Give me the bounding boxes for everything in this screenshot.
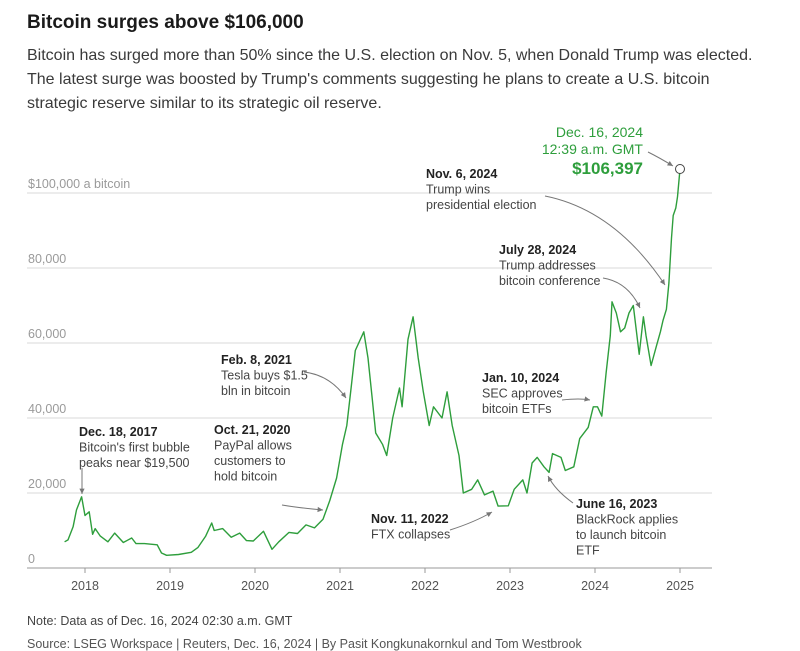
x-tick-label: 2020 [241,579,269,593]
annotation-peak-value: $106,397 [572,159,643,178]
y-tick-label: 60,000 [28,327,66,341]
price-series [64,164,685,556]
annotation-text: Trump addresses [499,259,596,273]
annotation-text: FTX collapses [371,528,450,542]
x-tick-label: 2022 [411,579,439,593]
annotation-text: peaks near $19,500 [79,456,190,470]
annotation-text: SEC approves [482,387,563,401]
annotation-text: Bitcoin's first bubble [79,441,190,455]
y-tick-label: 20,000 [28,477,66,491]
annotation-text: Tesla buys $1.5 [221,369,308,383]
y-tick-label: 80,000 [28,252,66,266]
annotation-date: June 16, 2023 [576,497,657,511]
gridlines [27,192,712,569]
annotation-text: 12:39 a.m. GMT [542,141,644,157]
price-line [64,168,681,556]
annotation-arrowhead [486,512,492,517]
chart-title: Bitcoin surges above $106,000 [27,12,304,33]
annotation-arrowhead [340,392,346,398]
annotation-text: PayPal allows [214,439,292,453]
footnote: Note: Data as of Dec. 16, 2024 02:30 a.m… [27,614,293,628]
annotation-date: July 28, 2024 [499,243,576,257]
annotation-text: Trump wins [426,183,490,197]
x-tick-labels: 2018 2019 2020 2021 2022 2023 2024 2025 [71,568,694,593]
annotation-date: Dec. 18, 2017 [79,425,158,439]
chart-subtitle: Bitcoin has surged more than 50% since t… [27,47,753,112]
annotation-arrow [281,504,324,511]
annotation-text: bitcoin ETFs [482,402,551,416]
annotation-date: Nov. 11, 2022 [371,512,449,526]
annotation-arrowhead [79,488,85,494]
annotation-arrowhead [667,160,673,166]
annotation-text: customers to [214,454,286,468]
annotation-arrowhead [317,506,323,513]
x-tick-label: 2018 [71,579,99,593]
annotation-date: Dec. 16, 2024 [556,124,643,140]
annotation-arrow [544,195,666,286]
annotation: Dec. 18, 2017 Bitcoin's first bubblepeaks… [79,425,190,494]
annotation-date: Nov. 6, 2024 [426,167,497,181]
annotations: Dec. 18, 2017 Bitcoin's first bubblepeaks… [79,124,678,558]
x-tick-label: 2021 [326,579,354,593]
annotation-arrowhead [584,396,590,402]
x-tick-label: 2024 [581,579,609,593]
y-tick-labels: 0 20,000 40,000 60,000 80,000 $100,000 a bitc… [28,177,130,566]
x-tick-label: 2023 [496,579,524,593]
annotation-date: Feb. 8, 2021 [221,353,292,367]
annotation-arrowhead [548,476,553,482]
annotation-arrowhead [635,302,641,308]
x-tick-label: 2025 [666,579,694,593]
annotation-arrowhead [659,279,665,285]
annotation-text: bln in bitcoin [221,384,291,398]
annotation: Nov. 11, 2022 FTX collapses [371,511,493,542]
annotation-text: bitcoin conference [499,274,601,288]
annotation-text: presidential election [426,198,537,212]
annotation-date: Jan. 10, 2024 [482,371,559,385]
peak-marker [675,164,685,175]
source-line: Source: LSEG Workspace | Reuters, Dec. 1… [27,637,582,651]
annotation-arrow [602,277,641,309]
y-tick-label: 40,000 [28,402,66,416]
annotation-arrow [449,511,493,531]
annotation-arrow [303,371,347,399]
x-tick-label: 2019 [156,579,184,593]
annotation-text: ETF [576,544,600,558]
annotation-text: hold bitcoin [214,470,277,484]
annotation-date: Oct. 21, 2020 [214,423,290,437]
y-tick-label: $100,000 a bitcoin [28,177,130,191]
annotation-text: to launch bitcoin [576,528,666,542]
y-tick-label: 0 [28,552,35,566]
annotation-text: BlackRock applies [576,513,678,527]
